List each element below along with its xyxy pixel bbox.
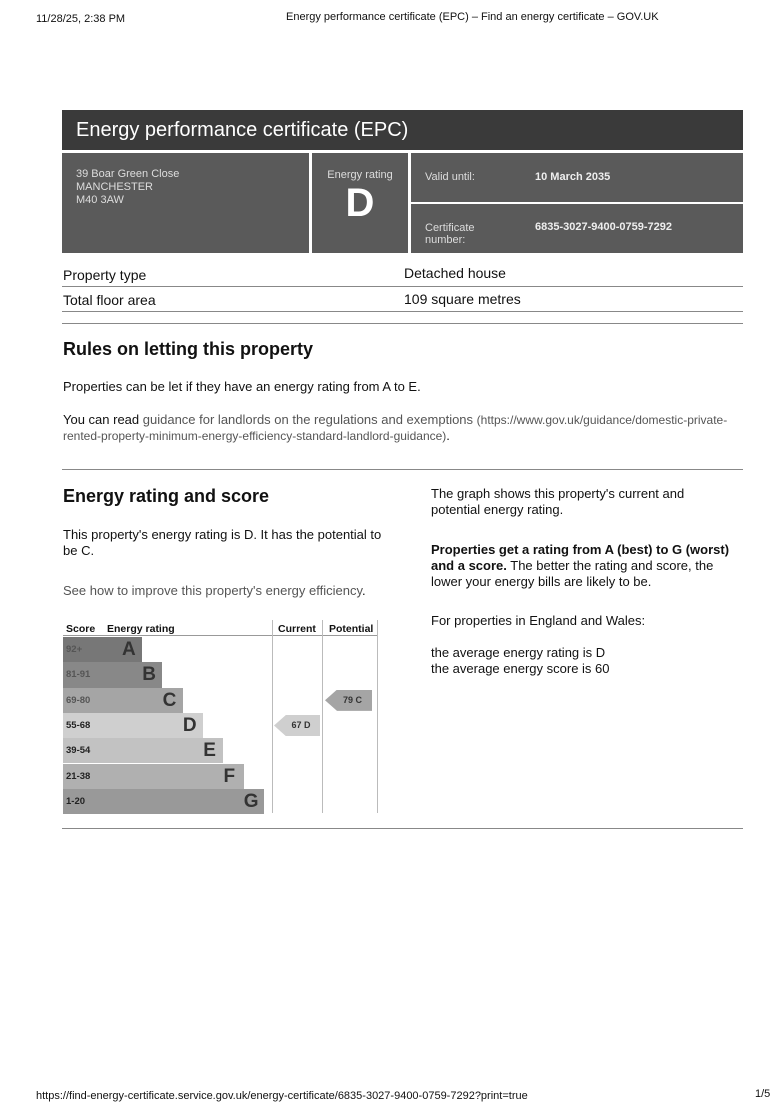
property-type-label: Property type	[63, 267, 147, 283]
header-current: Current	[278, 623, 316, 635]
header-score: Score	[66, 623, 96, 635]
floor-area-value: 109 square metres	[404, 291, 521, 307]
band-bar-d	[103, 712, 203, 739]
energy-rating-chart: Score Energy rating Current Potential 92…	[63, 620, 378, 815]
average-score: the average energy score is 60	[431, 661, 610, 676]
band-letter: A	[122, 639, 136, 660]
header-potential: Potential	[329, 623, 374, 635]
rating-text: This property's energy rating is D. It h…	[63, 527, 382, 558]
chart-header: Score Energy rating Current Potential	[63, 620, 378, 636]
band-score: 39-54	[63, 738, 103, 764]
potential-rating-arrow: 79 C	[325, 689, 372, 711]
current-rating-arrow: 67 D	[274, 714, 320, 737]
improve-suffix: .	[361, 583, 366, 598]
floor-area-label: Total floor area	[63, 292, 156, 308]
band-letter: B	[142, 664, 157, 686]
property-type-value: Detached house	[404, 265, 506, 281]
valid-until-block: Valid until: 10 March 2035	[411, 153, 743, 202]
energy-rating-letter: D	[345, 181, 375, 225]
guidance-link[interactable]: guidance for landlords on the regulation…	[63, 412, 727, 443]
energy-rating-label: Energy rating	[327, 169, 393, 181]
improve-link[interactable]: See how to improve this property's energ…	[63, 583, 362, 598]
certificate-number-block: Certificate number: 6835-3027-9400-0759-…	[411, 204, 743, 253]
band-score: 69-80	[63, 687, 103, 713]
band-bar-e	[103, 738, 224, 764]
letting-guidance: You can read guidance for landlords on t…	[63, 412, 743, 444]
guidance-link-url[interactable]: (https://www.gov.uk/guidance/domestic-pr…	[63, 413, 728, 443]
band-letter: D	[182, 714, 197, 736]
certificate-number-value: 6835-3027-9400-0759-7292	[535, 221, 673, 233]
letting-heading: Rules on letting this property	[63, 339, 314, 359]
column-divider	[377, 620, 378, 813]
footer-url: https://find-energy-certificate.service.…	[36, 1090, 528, 1102]
rating-explanation: Properties get a rating from A (best) to…	[431, 542, 743, 590]
address-line: 39 Boar Green Close	[76, 168, 180, 180]
band-score: 1-20	[63, 788, 103, 815]
band-bar-a	[103, 637, 142, 663]
average-intro: For properties in England and Wales:	[431, 613, 646, 628]
band-score: 81-91	[63, 662, 103, 688]
band-letter: E	[203, 740, 216, 762]
band-letter: F	[223, 765, 236, 787]
print-datetime: 11/28/25, 2:38 PM	[36, 13, 126, 25]
divider	[62, 828, 743, 829]
improve-paragraph: See how to improve this property's energ…	[63, 583, 366, 599]
band-bar-g	[103, 788, 264, 815]
divider	[62, 323, 743, 324]
average-rating: the average energy rating is D	[431, 645, 606, 660]
divider	[62, 469, 743, 470]
band-score: 55-68	[63, 712, 103, 739]
valid-until-value: 10 March 2035	[535, 171, 611, 183]
valid-until-label: Valid until:	[425, 171, 475, 183]
band-letter: G	[243, 790, 259, 812]
certificate-title: Energy performance certificate (EPC)	[62, 110, 743, 150]
letting-text: Properties can be let if they have an en…	[63, 379, 421, 394]
rating-heading: Energy rating and score	[63, 486, 270, 506]
rating-explanation-bold: Properties get a rating from A (best) to…	[431, 542, 730, 573]
guidance-suffix: .	[446, 428, 450, 443]
divider	[62, 286, 743, 287]
page-number: 1/5	[755, 1088, 771, 1100]
graph-text: The graph shows this property's current …	[431, 486, 685, 517]
column-divider	[322, 620, 323, 813]
band-score: 21-38	[63, 763, 103, 789]
guidance-link-text[interactable]: guidance for landlords on the regulation…	[142, 412, 474, 427]
column-divider	[272, 620, 273, 813]
divider	[62, 311, 743, 312]
address-block: 39 Boar Green Close MANCHESTER M40 3AW	[62, 153, 309, 253]
energy-rating-block: Energy rating D	[312, 153, 408, 253]
band-letter: C	[162, 689, 177, 711]
header-energy-rating: Energy rating	[107, 623, 175, 635]
band-bar-b	[103, 662, 163, 688]
print-title: Energy performance certificate (EPC) – F…	[286, 11, 659, 23]
band-bar-f	[103, 763, 244, 789]
address-line: MANCHESTER	[76, 181, 154, 193]
rating-explanation-rest: The better the rating and score, the low…	[431, 558, 714, 589]
guidance-prefix: You can read	[63, 412, 143, 427]
band-score: 92+	[63, 637, 103, 663]
address-line: M40 3AW	[76, 194, 124, 206]
certificate-number-label: Certificate number:	[425, 222, 475, 246]
band-bar-c	[103, 687, 183, 713]
